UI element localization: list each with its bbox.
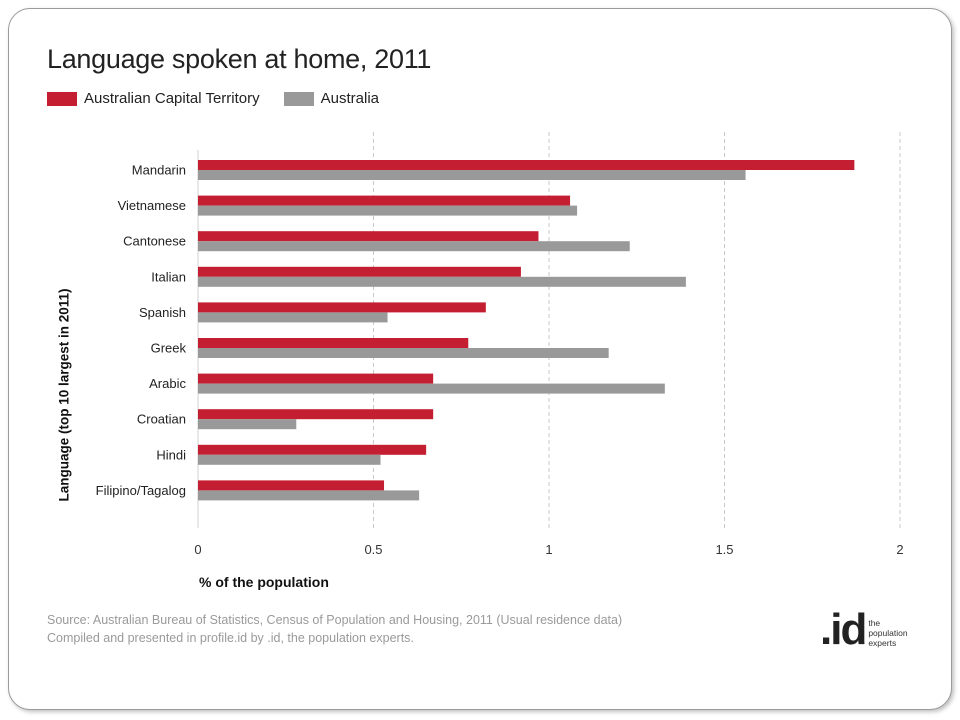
bar-australia <box>198 490 420 501</box>
bar-act <box>198 160 855 170</box>
legend-label-australia: Australia <box>320 90 379 107</box>
logo-mark: .id <box>820 605 867 654</box>
legend-item-act: Australian Capital Territory <box>47 90 260 107</box>
legend-swatch-australia <box>283 91 314 106</box>
bar-australia <box>198 348 609 358</box>
x-tick-label: 1 <box>545 542 552 557</box>
category-label: Arabic <box>149 376 186 391</box>
bar-australia <box>198 170 746 180</box>
x-tick-label: 2 <box>896 542 903 557</box>
category-label: Italian <box>151 269 186 284</box>
logo-tagline-3: experts <box>868 638 897 648</box>
category-label: Greek <box>151 341 187 356</box>
source-line-1: Source: Australian Bureau of Statistics,… <box>47 613 623 627</box>
logo-tagline: the population experts <box>868 618 907 648</box>
bar-act <box>198 373 434 384</box>
category-label: Filipino/Tagalog <box>96 483 186 498</box>
category-label: Hindi <box>156 447 186 462</box>
bar-act <box>198 444 427 455</box>
x-tick-label: 0 <box>194 542 201 557</box>
bar-act <box>198 409 434 420</box>
bar-act <box>198 231 539 242</box>
category-label: Cantonese <box>123 234 186 249</box>
chart-title: Language spoken at home, 2011 <box>47 44 432 74</box>
slide-frame <box>8 8 952 710</box>
legend: Australian Capital Territory Australia <box>47 90 403 107</box>
bar-australia <box>198 241 630 252</box>
category-label: Vietnamese <box>118 198 186 213</box>
y-axis-label: Language (top 10 largest in 2011) <box>56 288 72 502</box>
bar-act <box>198 480 385 491</box>
bar-australia <box>198 454 381 465</box>
legend-swatch-act <box>47 91 77 106</box>
legend-label-act: Australian Capital Territory <box>84 90 260 107</box>
bar-australia <box>198 419 297 430</box>
bar-act <box>198 338 469 348</box>
bar-act <box>198 302 486 313</box>
category-label: Croatian <box>137 412 186 427</box>
bar-australia <box>198 205 578 216</box>
category-label: Mandarin <box>132 163 186 178</box>
bar-act <box>198 266 521 277</box>
bar-australia <box>198 276 686 287</box>
bar-australia <box>198 383 665 394</box>
x-axis-label: % of the population <box>199 574 329 590</box>
source-note: Source: Australian Bureau of Statistics,… <box>47 611 622 647</box>
id-logo: .id the population experts <box>820 605 908 654</box>
logo-tagline-2: population <box>868 628 908 638</box>
category-label: Spanish <box>139 305 186 320</box>
bar-australia <box>198 312 388 323</box>
logo-tagline-1: the <box>868 618 881 628</box>
source-line-2: Compiled and presented in profile.id by … <box>47 631 414 645</box>
x-tick-label: 0.5 <box>364 542 382 557</box>
bar-act <box>198 195 571 206</box>
x-tick-label: 1.5 <box>715 542 733 557</box>
legend-item-australia: Australia <box>283 90 379 107</box>
